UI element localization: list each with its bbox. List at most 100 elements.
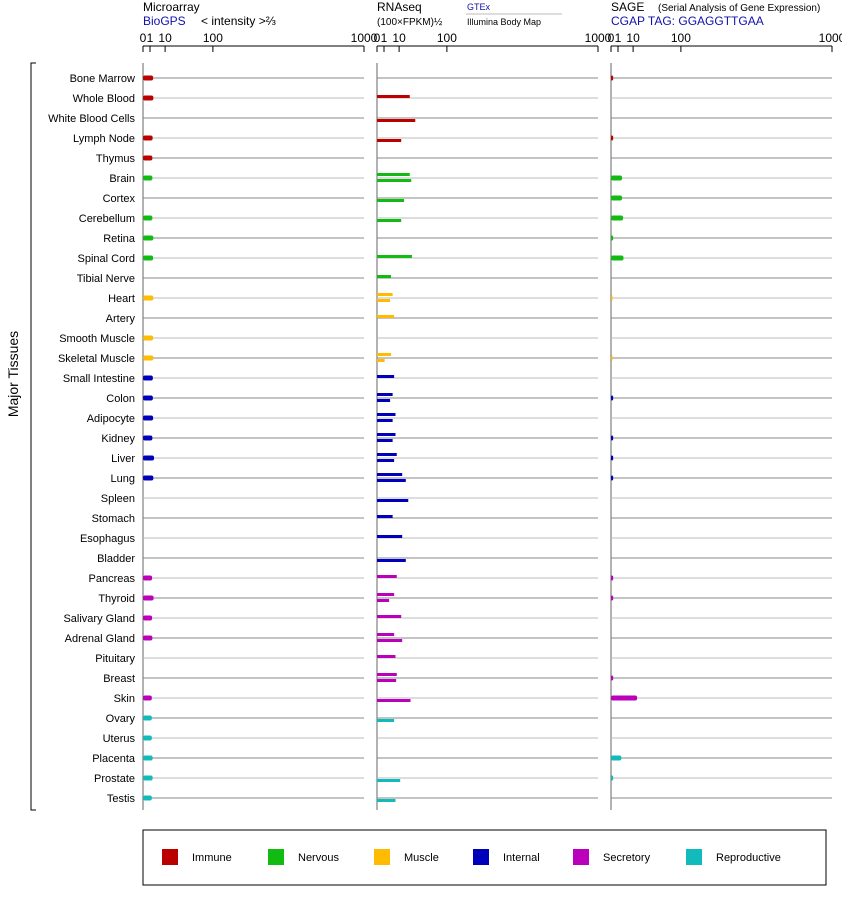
tissue-label: Ovary <box>106 713 136 725</box>
sage-subtitle: (Serial Analysis of Gene Expression) <box>658 3 820 14</box>
tissue-label: Spinal Cord <box>78 253 135 265</box>
sage-bar <box>611 355 613 361</box>
tissue-label: Adrenal Gland <box>65 633 135 645</box>
microarray-bar <box>143 775 153 781</box>
tissue-label: Prostate <box>94 773 135 785</box>
sage-bar <box>611 255 624 261</box>
microarray-bar <box>143 595 154 601</box>
sage-bar <box>611 595 614 601</box>
rnaseq-ibm-bar <box>377 719 395 722</box>
rnaseq-gtex-bar <box>377 433 396 436</box>
rnaseq-ibm-bar <box>377 799 396 802</box>
tissue-label: Bladder <box>97 553 135 565</box>
sage-bar <box>611 135 614 141</box>
rnaseq-gtex-bar <box>377 375 395 378</box>
tissue-label: Kidney <box>101 433 135 445</box>
microarray-bar <box>143 355 154 361</box>
rnaseq-ibm-bar <box>377 199 405 202</box>
tissue-label: Brain <box>109 173 135 185</box>
tissue-label: Lymph Node <box>73 133 135 145</box>
rnaseq-gtex-bar <box>377 173 410 176</box>
microarray-bar <box>143 235 154 241</box>
gtex-label: GTEx <box>467 2 491 12</box>
rnaseq-gtex-bar <box>377 575 397 578</box>
tissue-label: Placenta <box>92 753 136 765</box>
sage-tick-label: 100 <box>671 31 691 45</box>
sage-bar <box>611 755 622 761</box>
rnaseq-gtex-bar <box>377 255 412 258</box>
sage-tick-label: 1000 <box>819 31 842 45</box>
rnaseq-ibm-bar <box>377 639 403 642</box>
tissue-label: Uterus <box>103 733 136 745</box>
tissue-label: Bone Marrow <box>70 73 135 85</box>
tissue-label: Stomach <box>92 513 135 525</box>
microarray-tick-label: 1 <box>147 31 154 45</box>
sage-bar <box>611 235 614 241</box>
ibm-label: Illumina Body Map <box>467 17 541 27</box>
tissue-label: Small Intestine <box>63 373 135 385</box>
rnaseq-ibm-bar <box>377 559 406 562</box>
sage-bar <box>611 475 614 481</box>
legend-swatch-internal <box>473 849 489 865</box>
microarray-bar <box>143 735 152 741</box>
legend-swatch-nervous <box>268 849 284 865</box>
rnaseq-ibm-bar <box>377 399 391 402</box>
tissue-label: Thymus <box>96 153 136 165</box>
legend-swatch-immune <box>162 849 178 865</box>
tissue-label: Whole Blood <box>73 93 135 105</box>
sage-bar <box>611 195 623 201</box>
rnaseq-gtex-bar <box>377 95 410 98</box>
legend-label-nervous: Nervous <box>298 852 339 864</box>
microarray-bar <box>143 335 154 341</box>
microarray-title: Microarray <box>143 0 200 14</box>
tissue-label: Colon <box>106 393 135 405</box>
microarray-bar <box>143 75 154 81</box>
sage-bar <box>611 435 614 441</box>
tissue-label: Cerebellum <box>79 213 135 225</box>
rnaseq-ibm-bar <box>377 679 397 682</box>
sage-title: SAGE <box>611 0 644 14</box>
rnaseq-ibm-bar <box>377 499 409 502</box>
rnaseq-gtex-bar <box>377 453 397 456</box>
legend-swatch-reproductive <box>686 849 702 865</box>
sage-tick-label: 10 <box>626 31 640 45</box>
microarray-bar <box>143 95 154 101</box>
rnaseq-ibm-bar <box>377 439 393 442</box>
sage-tick-label: 0 <box>608 31 615 45</box>
legend-label-secretory: Secretory <box>603 852 651 864</box>
rnaseq-gtex-bar <box>377 275 391 278</box>
sage-bar <box>611 675 614 681</box>
microarray-bar <box>143 215 153 221</box>
rnaseq-gtex-bar <box>377 413 396 416</box>
microarray-bar <box>143 695 152 701</box>
sage-bar <box>611 295 613 301</box>
tissue-label: Spleen <box>101 493 135 505</box>
rnaseq-gtex-bar <box>377 615 402 618</box>
rnaseq-unit: (100×FPKM)½ <box>377 17 443 28</box>
microarray-bar <box>143 435 153 441</box>
rnaseq-tick-label: 1 <box>381 31 388 45</box>
rnaseq-tick-label: 1000 <box>585 31 612 45</box>
rnaseq-ibm-bar <box>377 419 393 422</box>
tissue-label: Artery <box>106 313 136 325</box>
microarray-unit: < intensity >⅔ <box>201 14 276 28</box>
rnaseq-title: RNAseq <box>377 0 422 14</box>
microarray-bar <box>143 575 153 581</box>
tissue-label: Lung <box>111 473 135 485</box>
legend-swatch-muscle <box>374 849 390 865</box>
rnaseq-ibm-bar <box>377 599 390 602</box>
legend-label-internal: Internal <box>503 852 540 864</box>
microarray-bar <box>143 155 153 161</box>
sage-tag: CGAP TAG: GGAGGTTGAA <box>611 14 764 28</box>
tissue-label: Pancreas <box>89 573 136 585</box>
microarray-tick-label: 10 <box>158 31 172 45</box>
rnaseq-tick-label: 10 <box>392 31 406 45</box>
rnaseq-ibm-bar <box>377 299 391 302</box>
microarray-bar <box>143 715 152 721</box>
legend-label-reproductive: Reproductive <box>716 852 781 864</box>
sage-bar <box>611 775 614 781</box>
rnaseq-ibm-bar <box>377 139 402 142</box>
legend-swatch-secretory <box>573 849 589 865</box>
tissue-label: Testis <box>107 793 136 805</box>
microarray-source: BioGPS <box>143 14 186 28</box>
